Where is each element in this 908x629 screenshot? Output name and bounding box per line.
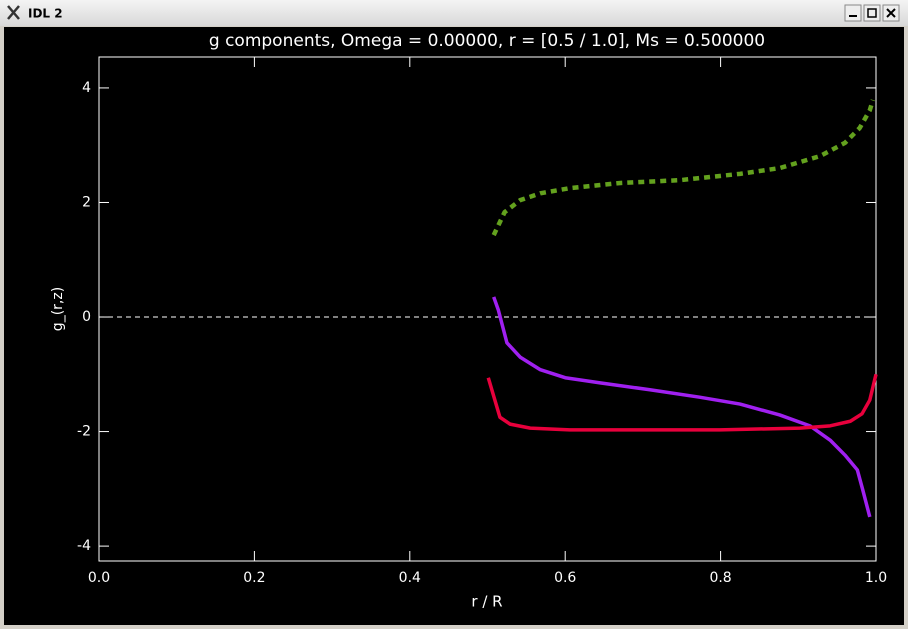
- y-tick-label: 4: [82, 80, 91, 96]
- app-icon: [7, 5, 20, 20]
- x-axis-label: r / R: [471, 593, 502, 611]
- maximize-button[interactable]: [863, 4, 881, 22]
- chart-title: g components, Omega = 0.00000, r = [0.5 …: [209, 31, 765, 51]
- minimize-button[interactable]: [844, 4, 862, 22]
- y-tick-label: -4: [77, 538, 91, 554]
- x-tick-label: 1.0: [865, 570, 887, 586]
- y-axis-label: g_(r,z): [50, 287, 66, 331]
- axes-box: [98, 56, 877, 562]
- window-title: IDL 2: [28, 7, 63, 21]
- y-tick-label: 0: [82, 309, 91, 325]
- close-button[interactable]: [882, 4, 900, 22]
- y-tick-label: 2: [82, 194, 91, 210]
- title-bar: [0, 0, 908, 26]
- x-tick-label: 0.6: [554, 570, 576, 586]
- x-tick-label: 0.0: [88, 570, 110, 586]
- x-tick-label: 0.2: [243, 570, 265, 586]
- x-tick-label: 0.4: [399, 570, 421, 586]
- data-line: [491, 99, 876, 237]
- x-tick-label: 0.8: [709, 570, 731, 586]
- data-line: [492, 296, 872, 518]
- y-tick-label: -2: [77, 424, 91, 440]
- plot-window: [4, 27, 904, 625]
- data-line: [486, 373, 878, 432]
